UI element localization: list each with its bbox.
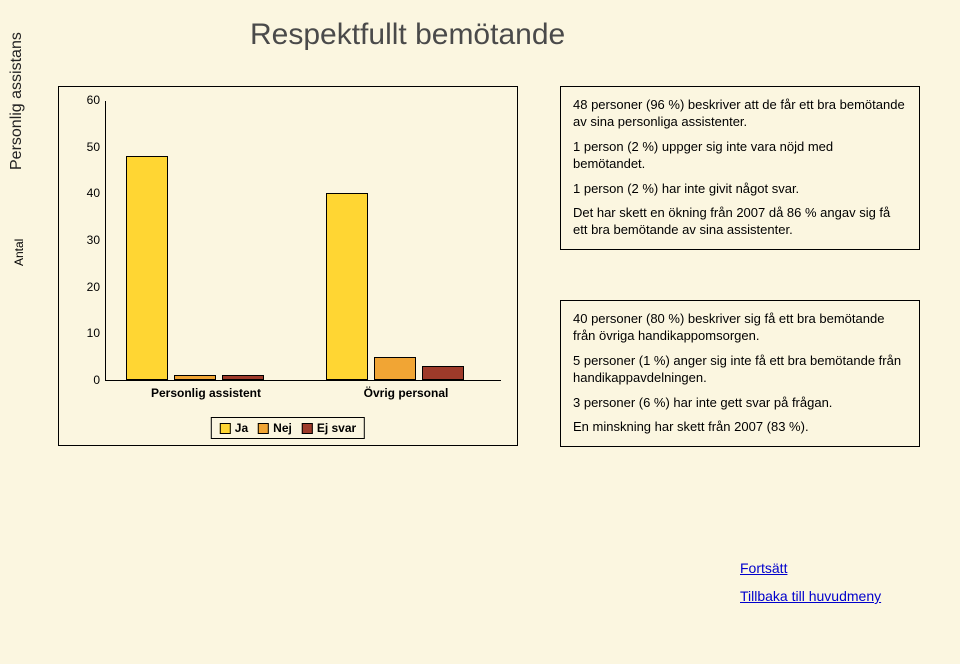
- callout1-line3: 1 person (2 %) har inte givit något svar…: [573, 181, 907, 198]
- bar: [126, 156, 168, 380]
- callout2-line3: 3 personer (6 %) har inte gett svar på f…: [573, 395, 907, 412]
- chart-box: Antal 0102030405060Personlig assistentÖv…: [58, 86, 518, 446]
- callout-box-2: 40 personer (80 %) beskriver sig få ett …: [560, 300, 920, 447]
- y-tick-label: 30: [70, 233, 100, 247]
- callout2-line4: En minskning har skett från 2007 (83 %).: [573, 419, 907, 436]
- chart-plot-area: 0102030405060Personlig assistentÖvrig pe…: [105, 101, 501, 381]
- callout1-line1: 48 personer (96 %) beskriver att de får …: [573, 97, 907, 131]
- page: Personlig assistans Respektfullt bemötan…: [0, 0, 960, 664]
- side-label-container: Personlig assistans: [2, 0, 30, 220]
- bar: [326, 193, 368, 380]
- nav-links: Fortsätt Tillbaka till huvudmeny: [740, 560, 881, 616]
- bar: [374, 357, 416, 380]
- bar-group: Personlig assistent: [126, 101, 286, 380]
- page-title: Respektfullt bemötande: [250, 18, 565, 52]
- y-tick-label: 20: [70, 280, 100, 294]
- category-label: Personlig assistent: [126, 380, 286, 400]
- legend-label: Ej svar: [317, 421, 356, 435]
- legend-swatch: [220, 423, 231, 434]
- y-tick-label: 50: [70, 140, 100, 154]
- legend-swatch: [302, 423, 313, 434]
- callout1-line4: Det har skett en ökning från 2007 då 86 …: [573, 205, 907, 239]
- next-link[interactable]: Fortsätt: [740, 560, 881, 576]
- category-label: Övrig personal: [326, 380, 486, 400]
- legend-swatch: [258, 423, 269, 434]
- legend-label: Nej: [273, 421, 292, 435]
- y-tick-label: 60: [70, 93, 100, 107]
- y-tick-label: 10: [70, 326, 100, 340]
- back-link[interactable]: Tillbaka till huvudmeny: [740, 588, 881, 604]
- bar-group: Övrig personal: [326, 101, 486, 380]
- legend-item: Ja: [220, 421, 248, 435]
- y-tick-label: 40: [70, 186, 100, 200]
- callout2-line1: 40 personer (80 %) beskriver sig få ett …: [573, 311, 907, 345]
- callout2-line2: 5 personer (1 %) anger sig inte få ett b…: [573, 353, 907, 387]
- legend-item: Ej svar: [302, 421, 356, 435]
- callout1-line2: 1 person (2 %) uppger sig inte vara nöjd…: [573, 139, 907, 173]
- bar: [422, 366, 464, 380]
- legend-item: Nej: [258, 421, 292, 435]
- y-axis-label: Antal: [12, 239, 26, 266]
- side-label: Personlig assistans: [8, 32, 26, 170]
- y-tick-label: 0: [70, 373, 100, 387]
- chart-legend: Ja Nej Ej svar: [211, 417, 365, 439]
- callout-box-1: 48 personer (96 %) beskriver att de får …: [560, 86, 920, 250]
- legend-label: Ja: [235, 421, 248, 435]
